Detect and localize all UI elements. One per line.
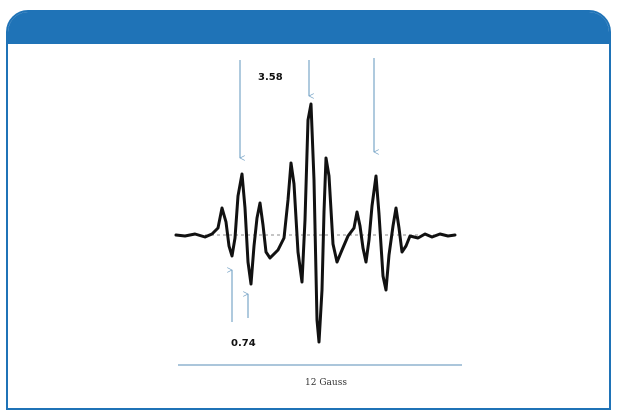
epr-spectrum-figure: 3.58 0.74 12 Gauss [174,58,462,388]
card-header-bar [8,12,609,44]
epr-spectrum-trace [174,102,457,344]
splitting-label-top: 3.58 [258,72,283,83]
splitting-label-bottom: 0.74 [231,338,256,349]
scale-bar-label: 12 Gauss [305,378,347,388]
